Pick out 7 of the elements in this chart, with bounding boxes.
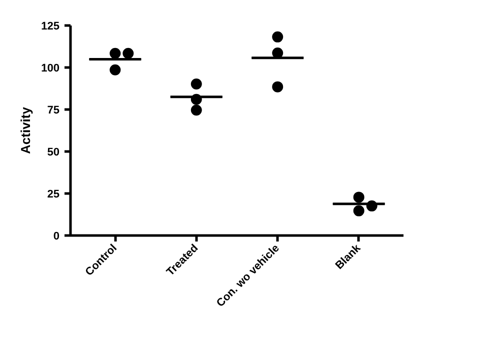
y-tick-label: 50 [47, 146, 60, 158]
y-tick-label: 100 [41, 62, 60, 74]
y-tick-label: 0 [53, 230, 60, 242]
y-tick-label: 75 [47, 104, 60, 116]
y-tick-label: 25 [47, 188, 60, 200]
y-tick-label: 125 [41, 20, 60, 32]
y-axis-title: Activity [18, 106, 34, 154]
